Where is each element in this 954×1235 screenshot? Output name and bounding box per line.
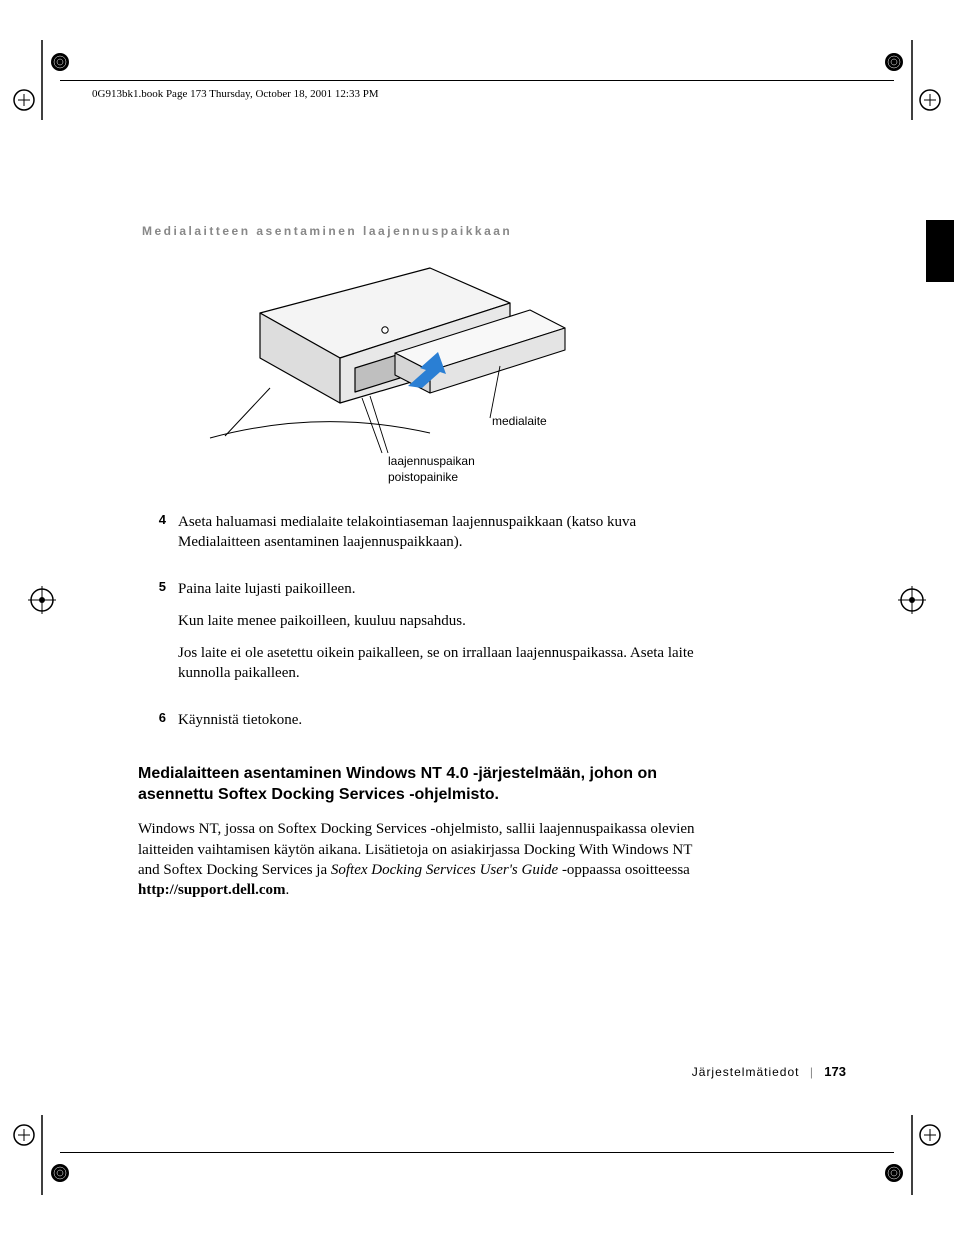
step-number: 5 [138, 579, 178, 696]
figure-label-bay-l1: laajennuspaikan [388, 454, 475, 468]
body-url: http://support.dell.com [138, 882, 286, 898]
footer-section: Järjestelmätiedot [692, 1065, 800, 1079]
crop-mark-icon [2, 560, 82, 640]
step-para: Aseta haluamasi medialaite telakointiase… [178, 512, 698, 553]
page-footer: Järjestelmätiedot | 173 [692, 1064, 846, 1079]
step-4: 4 Aseta haluamasi medialaite telakointia… [138, 512, 698, 565]
step-body: Aseta haluamasi medialaite telakointiase… [178, 512, 698, 565]
content-area: 4 Aseta haluamasi medialaite telakointia… [138, 512, 698, 900]
figure-label-bay: laajennuspaikan poistopainike [388, 454, 475, 485]
thumb-tab [926, 220, 954, 282]
step-number: 6 [138, 710, 178, 742]
figure-label-media: medialaite [492, 414, 547, 428]
footer-page-number: 173 [824, 1064, 846, 1079]
page: 0G913bk1.book Page 173 Thursday, October… [0, 0, 954, 1235]
body-text: . [286, 882, 290, 898]
figure-title: Medialaitteen asentaminen laajennuspaikk… [142, 224, 512, 238]
step-para: Paina laite lujasti paikoilleen. [178, 579, 698, 599]
section-heading: Medialaitteen asentaminen Windows NT 4.0… [138, 764, 698, 806]
step-para: Kun laite menee paikoilleen, kuuluu naps… [178, 611, 698, 631]
step-para: Jos laite ei ole asetettu oikein paikall… [178, 643, 698, 684]
body-text: -oppaassa osoitteessa [558, 862, 690, 878]
step-para: Käynnistä tietokone. [178, 710, 302, 730]
crop-rule-bottom [60, 1152, 894, 1153]
footer-divider: | [810, 1065, 814, 1079]
step-number: 4 [138, 512, 178, 565]
crop-rule-top [60, 80, 894, 81]
crop-mark-icon [2, 1115, 82, 1195]
step-5: 5 Paina laite lujasti paikoilleen. Kun l… [138, 579, 698, 696]
figure-label-bay-l2: poistopainike [388, 470, 458, 484]
step-body: Paina laite lujasti paikoilleen. Kun lai… [178, 579, 698, 696]
body-italic: Softex Docking Services User's Guide [331, 862, 558, 878]
step-body: Käynnistä tietokone. [178, 710, 302, 742]
crop-mark-icon [872, 1115, 952, 1195]
section-body: Windows NT, jossa on Softex Docking Serv… [138, 819, 698, 900]
step-6: 6 Käynnistä tietokone. [138, 710, 698, 742]
crop-mark-icon [872, 560, 952, 640]
running-header: 0G913bk1.book Page 173 Thursday, October… [92, 88, 379, 100]
